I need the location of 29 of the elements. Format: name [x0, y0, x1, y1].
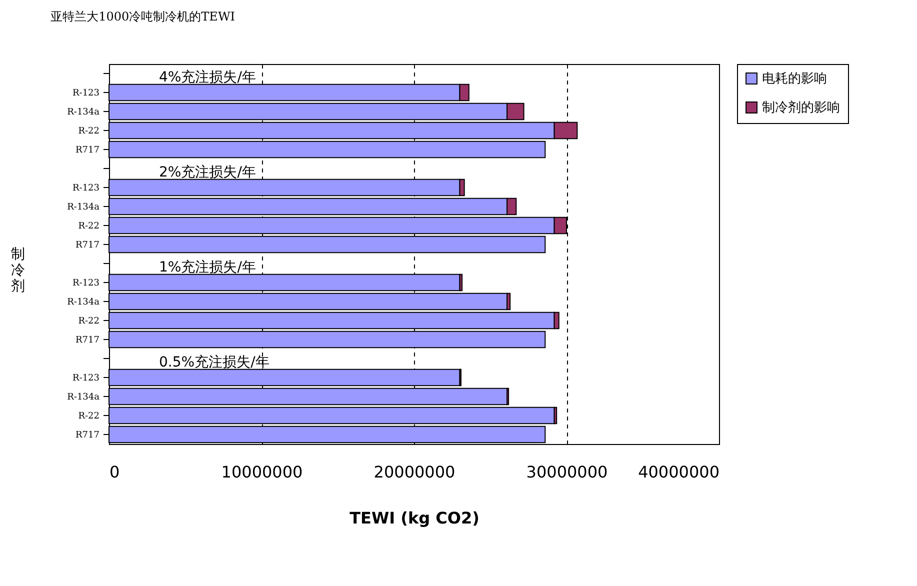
x-tick-label: 0 — [110, 462, 120, 482]
y-tick-label: R-22 — [78, 222, 100, 232]
legend-label: 制冷剂的影响 — [762, 100, 840, 116]
x-tick-label: 40000000 — [638, 462, 720, 482]
y-tick-label: R717 — [76, 336, 100, 346]
y-tick-label: R-22 — [78, 126, 100, 136]
x-tick-label: 20000000 — [374, 462, 456, 482]
y-axis-title: 制冷剂 — [11, 246, 26, 294]
y-tick-label: R717 — [76, 240, 100, 250]
y-tick-label: R717 — [76, 430, 100, 440]
y-tick-label: R-22 — [78, 316, 100, 326]
y-tick-label: R-123 — [72, 184, 100, 194]
x-tick-label: 30000000 — [526, 462, 608, 482]
y-tick-label: R-22 — [78, 412, 100, 422]
annotation: 2%充注损失/年 — [159, 164, 256, 180]
y-tick-label: R-134a — [67, 202, 100, 212]
legend-label: 电耗的影响 — [762, 72, 827, 86]
y-tick-label: R-123 — [72, 278, 100, 288]
y-tick-label: R-123 — [72, 88, 100, 98]
chart-title: 亚特兰大1000冷吨制冷机的TEWI — [50, 10, 236, 24]
y-tick-label: R717 — [76, 146, 100, 156]
annotation: 1%充注损失/年 — [159, 260, 256, 276]
x-tick-label: 10000000 — [221, 462, 303, 482]
annotation: 4%充注损失/年 — [159, 70, 256, 86]
y-tick-label: R-123 — [72, 374, 100, 384]
y-tick-label: R-134a — [67, 298, 100, 308]
y-tick-label: R-134a — [67, 108, 100, 118]
y-tick-label: R-134a — [67, 392, 100, 402]
x-axis-title: TEWI (kg CO2) — [350, 508, 480, 528]
